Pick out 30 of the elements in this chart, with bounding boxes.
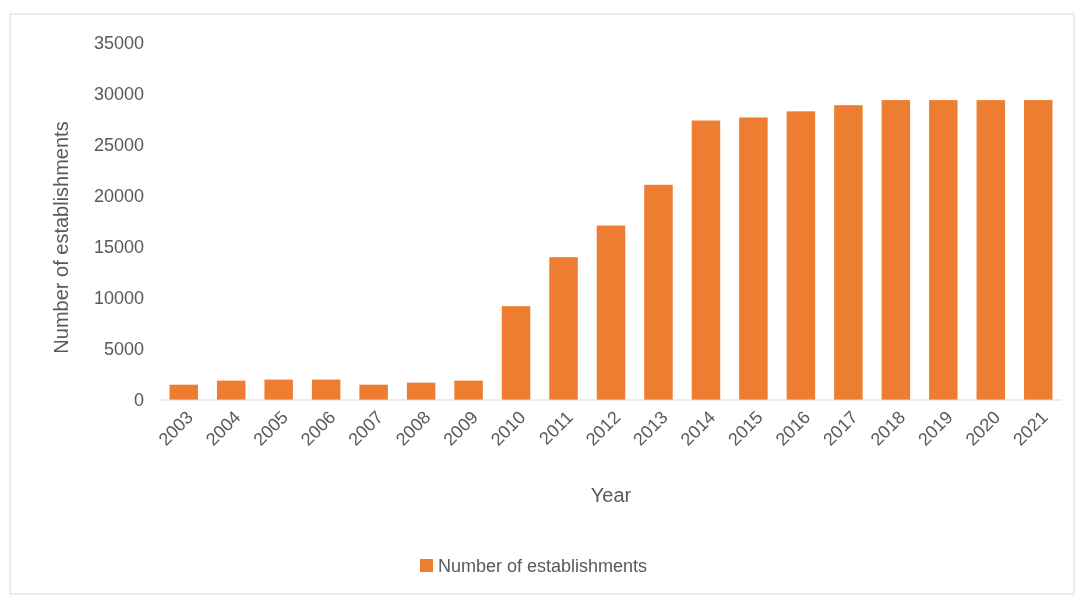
- x-axis-title: Year: [590, 484, 632, 506]
- y-tick-label: 15000: [93, 237, 144, 258]
- bar: [359, 384, 388, 400]
- y-tick-label: 0: [133, 390, 144, 411]
- bar: [976, 100, 1006, 400]
- y-axis-title: Number of establishments: [50, 121, 72, 354]
- legend-label: Number of establishments: [438, 556, 648, 577]
- y-tick-label: 25000: [93, 135, 144, 156]
- y-tick-label: 5000: [103, 339, 144, 360]
- bar: [929, 100, 958, 400]
- bar: [406, 382, 436, 400]
- bar: [216, 380, 246, 400]
- bar: [1024, 100, 1053, 400]
- bar: [169, 384, 198, 400]
- bar: [881, 100, 911, 400]
- y-tick-label: 30000: [93, 84, 144, 105]
- bar: [691, 120, 721, 400]
- bar: [596, 225, 626, 400]
- y-tick-label: 35000: [93, 33, 144, 54]
- bar: [454, 380, 483, 400]
- bar: [549, 257, 578, 400]
- bar: [786, 111, 816, 400]
- bar: [644, 184, 673, 400]
- bar: [501, 306, 531, 400]
- y-tick-label: 10000: [93, 288, 144, 309]
- bar: [834, 105, 863, 400]
- bar: [264, 379, 293, 400]
- y-tick-label: 20000: [93, 186, 144, 207]
- bar: [311, 379, 341, 400]
- bar: [739, 117, 768, 400]
